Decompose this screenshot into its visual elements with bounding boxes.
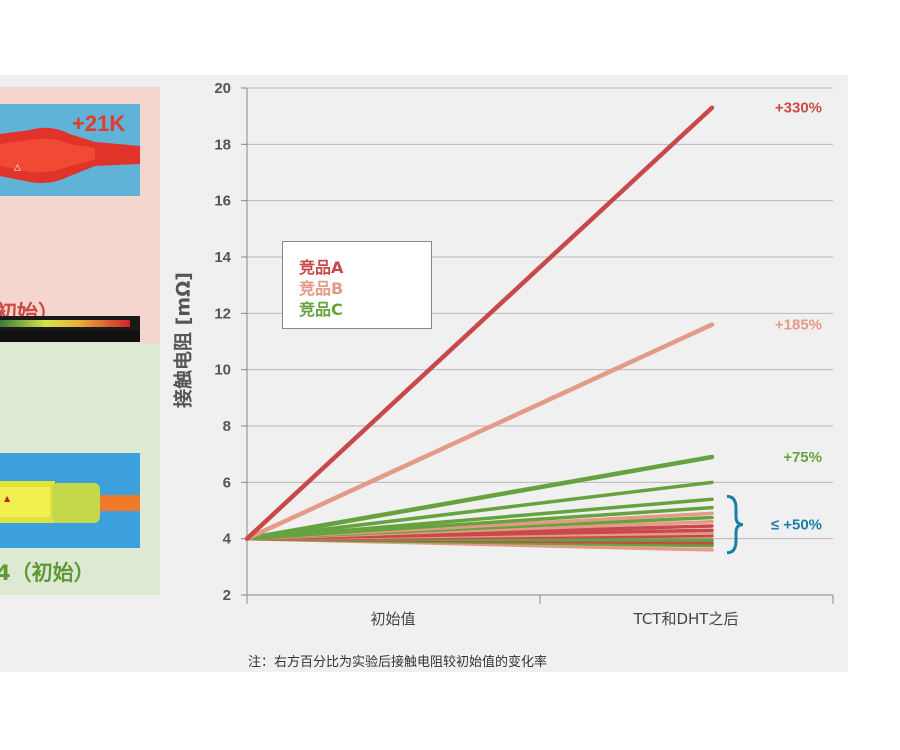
svg-text:▲: ▲ [4,494,11,503]
legend-item-c: 竞品C [299,300,343,319]
thermal-panel-bottom: ▲ 4（初始） [0,343,160,595]
series-line [245,480,714,541]
y-tick-label: 20 [214,80,231,97]
y-tick-label: 2 [223,587,231,604]
temperature-scale-bar [0,316,140,342]
data-label: +75% [783,449,822,466]
legend: 竞品A 竞品B 竞品C [282,241,432,329]
y-tick-label: 8 [223,418,231,435]
thermal-image-top: △ [0,104,140,196]
series-line [245,497,714,541]
annotation-label: ≤ +50% [771,517,822,534]
y-tick-label: 14 [214,249,231,266]
series-line [244,454,715,541]
svg-text:△: △ [14,163,21,173]
x-tick-label: TCT和DHT之后 [633,610,739,628]
data-label: +330% [775,100,822,117]
x-tick-label: 初始值 [370,610,415,628]
thermal-panel-top: △ +21K 初始） [0,87,160,343]
y-tick-label: 6 [223,474,231,491]
legend-item-b: 竞品B [299,279,344,298]
y-tick-label: 18 [214,136,231,153]
series-line [244,105,715,541]
annotation-bracket [726,494,744,555]
y-tick-label: 4 [223,531,232,548]
y-tick-label: 10 [214,362,231,379]
series-line [244,322,715,541]
y-tick-label: 16 [214,193,231,210]
footnote: 注：右方百分比为实验后接触电阻较初始值的变化率 [248,655,548,670]
y-axis-title: 接触电阻 [mΩ] [172,272,195,408]
legend-item-a: 竞品A [299,258,344,277]
thermal-image-bottom: ▲ [0,453,140,548]
y-tick-label: 12 [214,305,231,322]
thermal-caption-bottom: 4（初始） [0,561,95,585]
data-label: +185% [775,317,822,334]
thermal-delta-label: +21K [72,111,126,136]
